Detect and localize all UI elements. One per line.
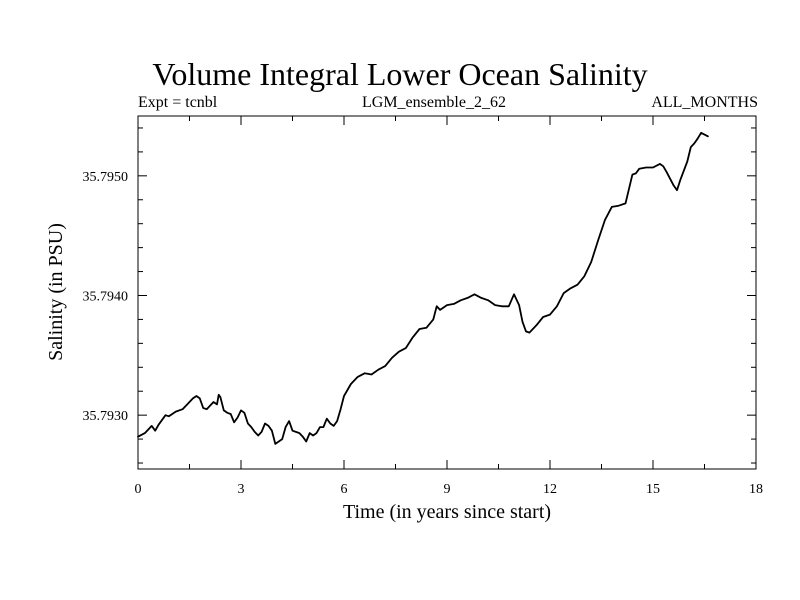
chart-title: Volume Integral Lower Ocean Salinity: [152, 56, 648, 92]
x-tick-label: 18: [749, 482, 763, 497]
x-tick-label: 9: [444, 482, 451, 497]
months-label: ALL_MONTHS: [651, 94, 758, 111]
x-tick-label: 6: [341, 482, 348, 497]
x-tick-label: 15: [646, 482, 660, 497]
y-tick-label: 35.7940: [83, 289, 129, 304]
x-tick-label: 12: [543, 482, 557, 497]
x-tick-label: 0: [135, 482, 142, 497]
series-layer: [137, 131, 709, 445]
ensemble-label: LGM_ensemble_2_62: [362, 94, 506, 111]
y-axis: 35.7930 35.7940 35.7950: [83, 127, 756, 464]
y-axis-label: Salinity (in PSU): [45, 223, 67, 361]
x-tick-label: 3: [238, 482, 245, 497]
x-axis: 0 3 6 9 12 15 18: [135, 116, 763, 497]
experiment-label: Expt = tcnbl: [138, 94, 218, 111]
y-tick-label: 35.7950: [83, 170, 129, 185]
x-axis-label: Time (in years since start): [343, 501, 551, 523]
series-line-salinity: [137, 131, 709, 445]
y-tick-label: 35.7930: [83, 409, 129, 424]
